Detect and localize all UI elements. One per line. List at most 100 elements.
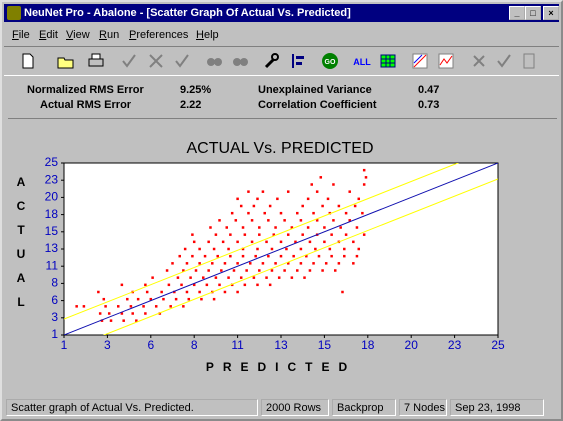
data-point <box>142 305 145 308</box>
data-point <box>357 197 361 201</box>
menu-item[interactable]: Help <box>196 29 219 41</box>
data-point <box>151 276 154 279</box>
open-button[interactable] <box>56 51 76 71</box>
data-point <box>212 297 216 301</box>
data-point <box>247 211 250 215</box>
y-tick-label: 20 <box>45 190 59 204</box>
grid-button[interactable] <box>378 51 398 71</box>
y-tick-label: 13 <box>45 241 59 255</box>
stat-value: 0.73 <box>418 99 440 111</box>
y-tick-label: 25 <box>45 155 59 169</box>
find-next-button[interactable] <box>230 51 250 71</box>
scatter-button[interactable] <box>410 51 430 71</box>
status-message: Scatter graph of Actual Vs. Predicted. <box>6 399 258 416</box>
data-point <box>122 319 125 322</box>
data-point <box>126 297 129 301</box>
data-point <box>286 233 290 236</box>
y-tick-label: 8 <box>51 276 58 290</box>
delete-button[interactable] <box>469 51 489 71</box>
data-point <box>230 283 234 287</box>
data-point <box>198 262 201 265</box>
stat-label: Unexplained Variance <box>258 84 372 96</box>
tools-button[interactable] <box>262 51 282 71</box>
minimize-button[interactable]: _ <box>509 6 525 20</box>
data-point <box>265 276 268 279</box>
menu-item[interactable]: Run <box>99 29 120 41</box>
data-point <box>212 247 216 251</box>
check-button[interactable] <box>119 51 139 71</box>
data-point <box>263 211 266 215</box>
data-point <box>301 204 304 208</box>
data-point <box>174 297 178 301</box>
find-button[interactable] <box>204 51 224 71</box>
data-point <box>227 276 230 279</box>
chart: ACTUAL Vs. PREDICTED PREDICTED 1 3 6 8 11 13 1… <box>45 140 505 374</box>
data-point <box>343 247 346 251</box>
y-tick-label: 15 <box>45 224 59 238</box>
data-point <box>279 211 283 215</box>
menu-item[interactable]: Edit <box>39 29 58 41</box>
data-point <box>214 233 218 236</box>
menu-item[interactable]: File <box>12 29 30 41</box>
status-method: Backprop <box>332 399 396 416</box>
data-point <box>162 297 165 301</box>
data-point <box>286 262 290 265</box>
data-point <box>180 283 183 287</box>
data-point <box>104 305 107 308</box>
data-point <box>236 262 239 265</box>
data-point <box>332 219 335 222</box>
menu-item[interactable]: Preferences <box>129 29 189 41</box>
data-point <box>290 226 294 229</box>
data-point <box>337 262 341 265</box>
data-point <box>225 226 228 229</box>
data-point <box>129 305 133 308</box>
menu-item[interactable]: View <box>66 29 90 41</box>
go-button[interactable]: GO <box>320 51 340 71</box>
data-point <box>243 233 247 236</box>
data-point <box>323 226 326 229</box>
line-graph-button[interactable] <box>436 51 456 71</box>
close-button[interactable]: × <box>543 6 559 20</box>
data-point <box>191 233 194 236</box>
data-point <box>312 211 315 215</box>
data-point <box>223 290 227 294</box>
data-point <box>220 269 223 272</box>
data-point <box>267 254 270 258</box>
data-point <box>198 290 201 294</box>
data-point <box>343 254 346 258</box>
plot-layer <box>64 163 498 335</box>
data-point <box>232 269 236 272</box>
x-tick-label: 8 <box>191 338 198 352</box>
data-point <box>117 305 120 308</box>
data-point <box>200 297 203 301</box>
data-point <box>292 254 295 258</box>
data-point <box>268 283 272 287</box>
data-point <box>120 312 124 315</box>
stat-value: 0.47 <box>418 84 440 96</box>
data-point <box>98 312 102 315</box>
columns-button[interactable] <box>288 51 308 71</box>
calc-button[interactable] <box>519 51 539 71</box>
y-tick-label: 11 <box>46 258 59 272</box>
all-button[interactable]: ALL <box>352 51 372 71</box>
cancel-button[interactable] <box>146 51 166 71</box>
y-tick-label: 23 <box>45 172 59 186</box>
maximize-button[interactable]: □ <box>525 6 541 20</box>
data-point <box>218 219 221 222</box>
status-nodes: 7 Nodes <box>399 399 447 416</box>
x-tick-label: 20 <box>405 338 419 352</box>
reference-line <box>102 178 498 335</box>
data-point <box>258 233 261 236</box>
data-point <box>334 269 337 272</box>
data-point <box>182 269 185 272</box>
y-tick-label: 18 <box>45 207 59 221</box>
data-point <box>268 204 272 208</box>
accept-button[interactable] <box>494 51 514 71</box>
data-point <box>229 233 232 236</box>
data-point <box>330 233 333 236</box>
x-tick-label: 11 <box>231 338 244 352</box>
check-all-button[interactable] <box>172 51 192 71</box>
new-button[interactable] <box>18 51 38 71</box>
data-point <box>252 276 256 279</box>
print-button[interactable] <box>86 51 106 71</box>
